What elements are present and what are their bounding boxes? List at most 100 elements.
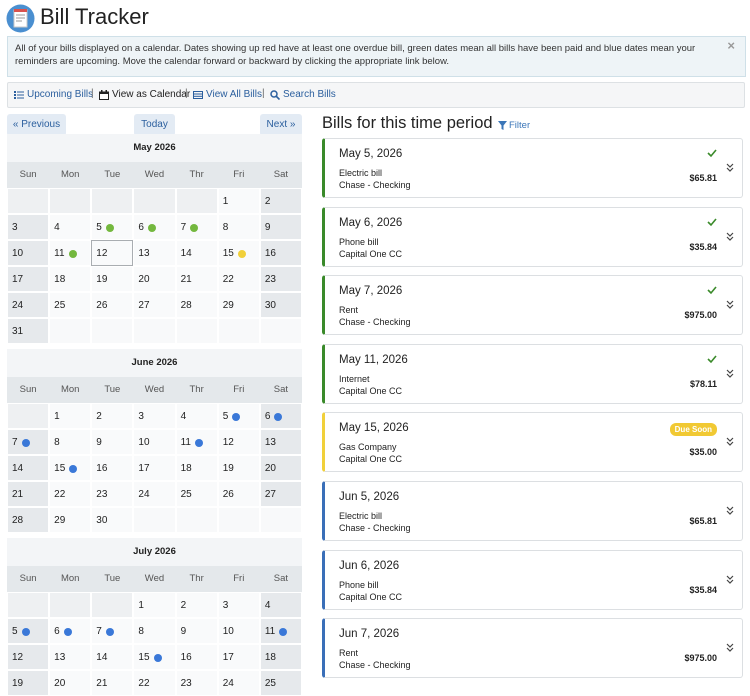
weekday-label: Wed [144,384,165,395]
day-cell: 30 [259,292,302,318]
day-cell: 24 [7,292,50,318]
day-number: 12 [96,248,108,259]
day-number: 21 [12,489,24,500]
nav-item[interactable]: Search Bills [270,89,336,100]
expand-toggle[interactable] [725,232,735,242]
day-number: 7 [96,626,102,637]
day-number: 22 [138,678,150,689]
day-number: 14 [180,248,192,259]
day-number: 9 [180,626,187,637]
bills-title: Bills for this time period [322,114,493,132]
weekday-label: Wed [144,169,165,180]
day-number: 25 [264,678,276,689]
expand-toggle[interactable] [725,643,735,653]
day: 18 [54,274,65,285]
weekday-label: Mon [60,169,80,180]
day: 15 [54,463,78,474]
expand-toggle[interactable] [725,437,735,447]
day: 2 [265,196,271,207]
day-cell: 12 [91,240,134,266]
nav-icon [193,90,203,99]
bill-name: Gas Company [339,442,397,453]
day-number: 17 [138,463,150,474]
today-button[interactable]: Today [134,114,175,136]
nav-item[interactable]: View All Bills [193,89,262,100]
bill-name: Internet [339,373,370,384]
weekday-label: Sun [19,169,37,180]
day-cell: 4 [49,214,92,240]
bill-card: May 15, 2026 Gas Company Capital One CC $35… [322,412,743,473]
weekday-label: Thr [189,169,204,180]
day-cell: 20 [133,266,176,292]
day-number: 15 [138,652,150,663]
notice-text: All of your bills displayed on a calenda… [15,43,696,67]
page-title: Bill Tracker [40,4,149,29]
bill-account: Capital One CC [339,454,403,465]
day-cell: 19 [91,266,134,292]
bill-amount: $65.81 [689,516,717,526]
day: 17 [138,463,149,474]
paid-check [707,286,717,295]
close-button[interactable]: × [727,38,735,53]
day: 3 [138,411,144,422]
expand-toggle[interactable] [725,163,735,173]
day-cell: 5 [91,214,134,240]
bill-card: May 6, 2026 Phone bill Capital One CC $35.8… [322,206,743,267]
day-number: 4 [264,600,271,611]
nav-item[interactable]: Upcoming Bills [14,89,93,100]
expand-toggle[interactable] [725,300,735,310]
day: 6 [54,626,72,637]
nav-item: View as Calendar [99,89,190,100]
day-cell: 9 [91,429,134,455]
day-cell: 31 [7,318,50,344]
day: 8 [223,222,229,233]
weekday-label: Tue [104,169,121,180]
previous-button[interactable]: « Previous [7,114,66,136]
bill-date: Jun 7, 2026 [339,628,400,641]
expand-toggle[interactable] [725,369,735,379]
day-cell [259,318,302,344]
day-number: 8 [222,222,229,233]
day-number: 10 [12,248,24,259]
status-badge: Due Soon [669,423,717,437]
day-cell: 3 [133,403,176,429]
day-cell: 1 [217,188,260,214]
day-cell: 2 [259,188,302,214]
day: 22 [54,489,65,500]
status-dot [69,464,78,473]
day-cell: 18 [49,266,92,292]
status-dot [237,249,246,258]
filter-link[interactable]: Filter [498,120,530,131]
day-cell: 20 [49,670,92,696]
bill-account: Chase - Checking [339,660,411,671]
nav-label: Upcoming Bills [27,89,94,100]
day-number: 2 [180,600,187,611]
expand-toggle[interactable] [725,506,735,516]
day-cell: 6 [49,618,92,644]
day-number: 18 [54,274,66,285]
day: 7 [12,437,30,448]
day: 18 [265,652,276,663]
day: 22 [223,274,234,285]
weekday-label: Fri [233,384,245,395]
nav-bar: Upcoming Bills | View as Calendar | View All… [7,82,745,108]
day-number: 25 [54,300,66,311]
day-number: 18 [180,463,192,474]
day: 29 [223,300,234,311]
day-cell: 2 [175,592,218,618]
day-cell: 5 [217,403,260,429]
day-number: 20 [138,274,150,285]
day-number: 27 [264,489,276,500]
bill-amount: $35.00 [689,447,717,458]
expand-toggle[interactable] [725,575,735,585]
day-number: 24 [12,300,24,311]
bill-date: Jun 6, 2026 [339,559,400,572]
bill-card: May 11, 2026 Internet Capital One CC $78.11 [322,343,743,404]
day-cell: 23 [91,481,134,507]
day-cell: 17 [217,644,260,670]
next-button[interactable]: Next » [260,114,302,136]
day-number: 6 [54,626,60,637]
day-cell: 26 [217,481,260,507]
day-cell: 27 [259,481,302,507]
day-cell: 9 [175,618,218,644]
